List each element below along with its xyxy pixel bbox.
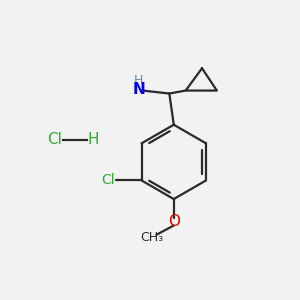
Text: Cl: Cl: [101, 173, 115, 188]
Text: CH₃: CH₃: [140, 231, 163, 244]
Text: O: O: [168, 214, 180, 229]
Text: H: H: [134, 74, 143, 87]
Text: N: N: [132, 82, 145, 98]
Text: H: H: [88, 132, 99, 147]
Text: Cl: Cl: [47, 132, 62, 147]
